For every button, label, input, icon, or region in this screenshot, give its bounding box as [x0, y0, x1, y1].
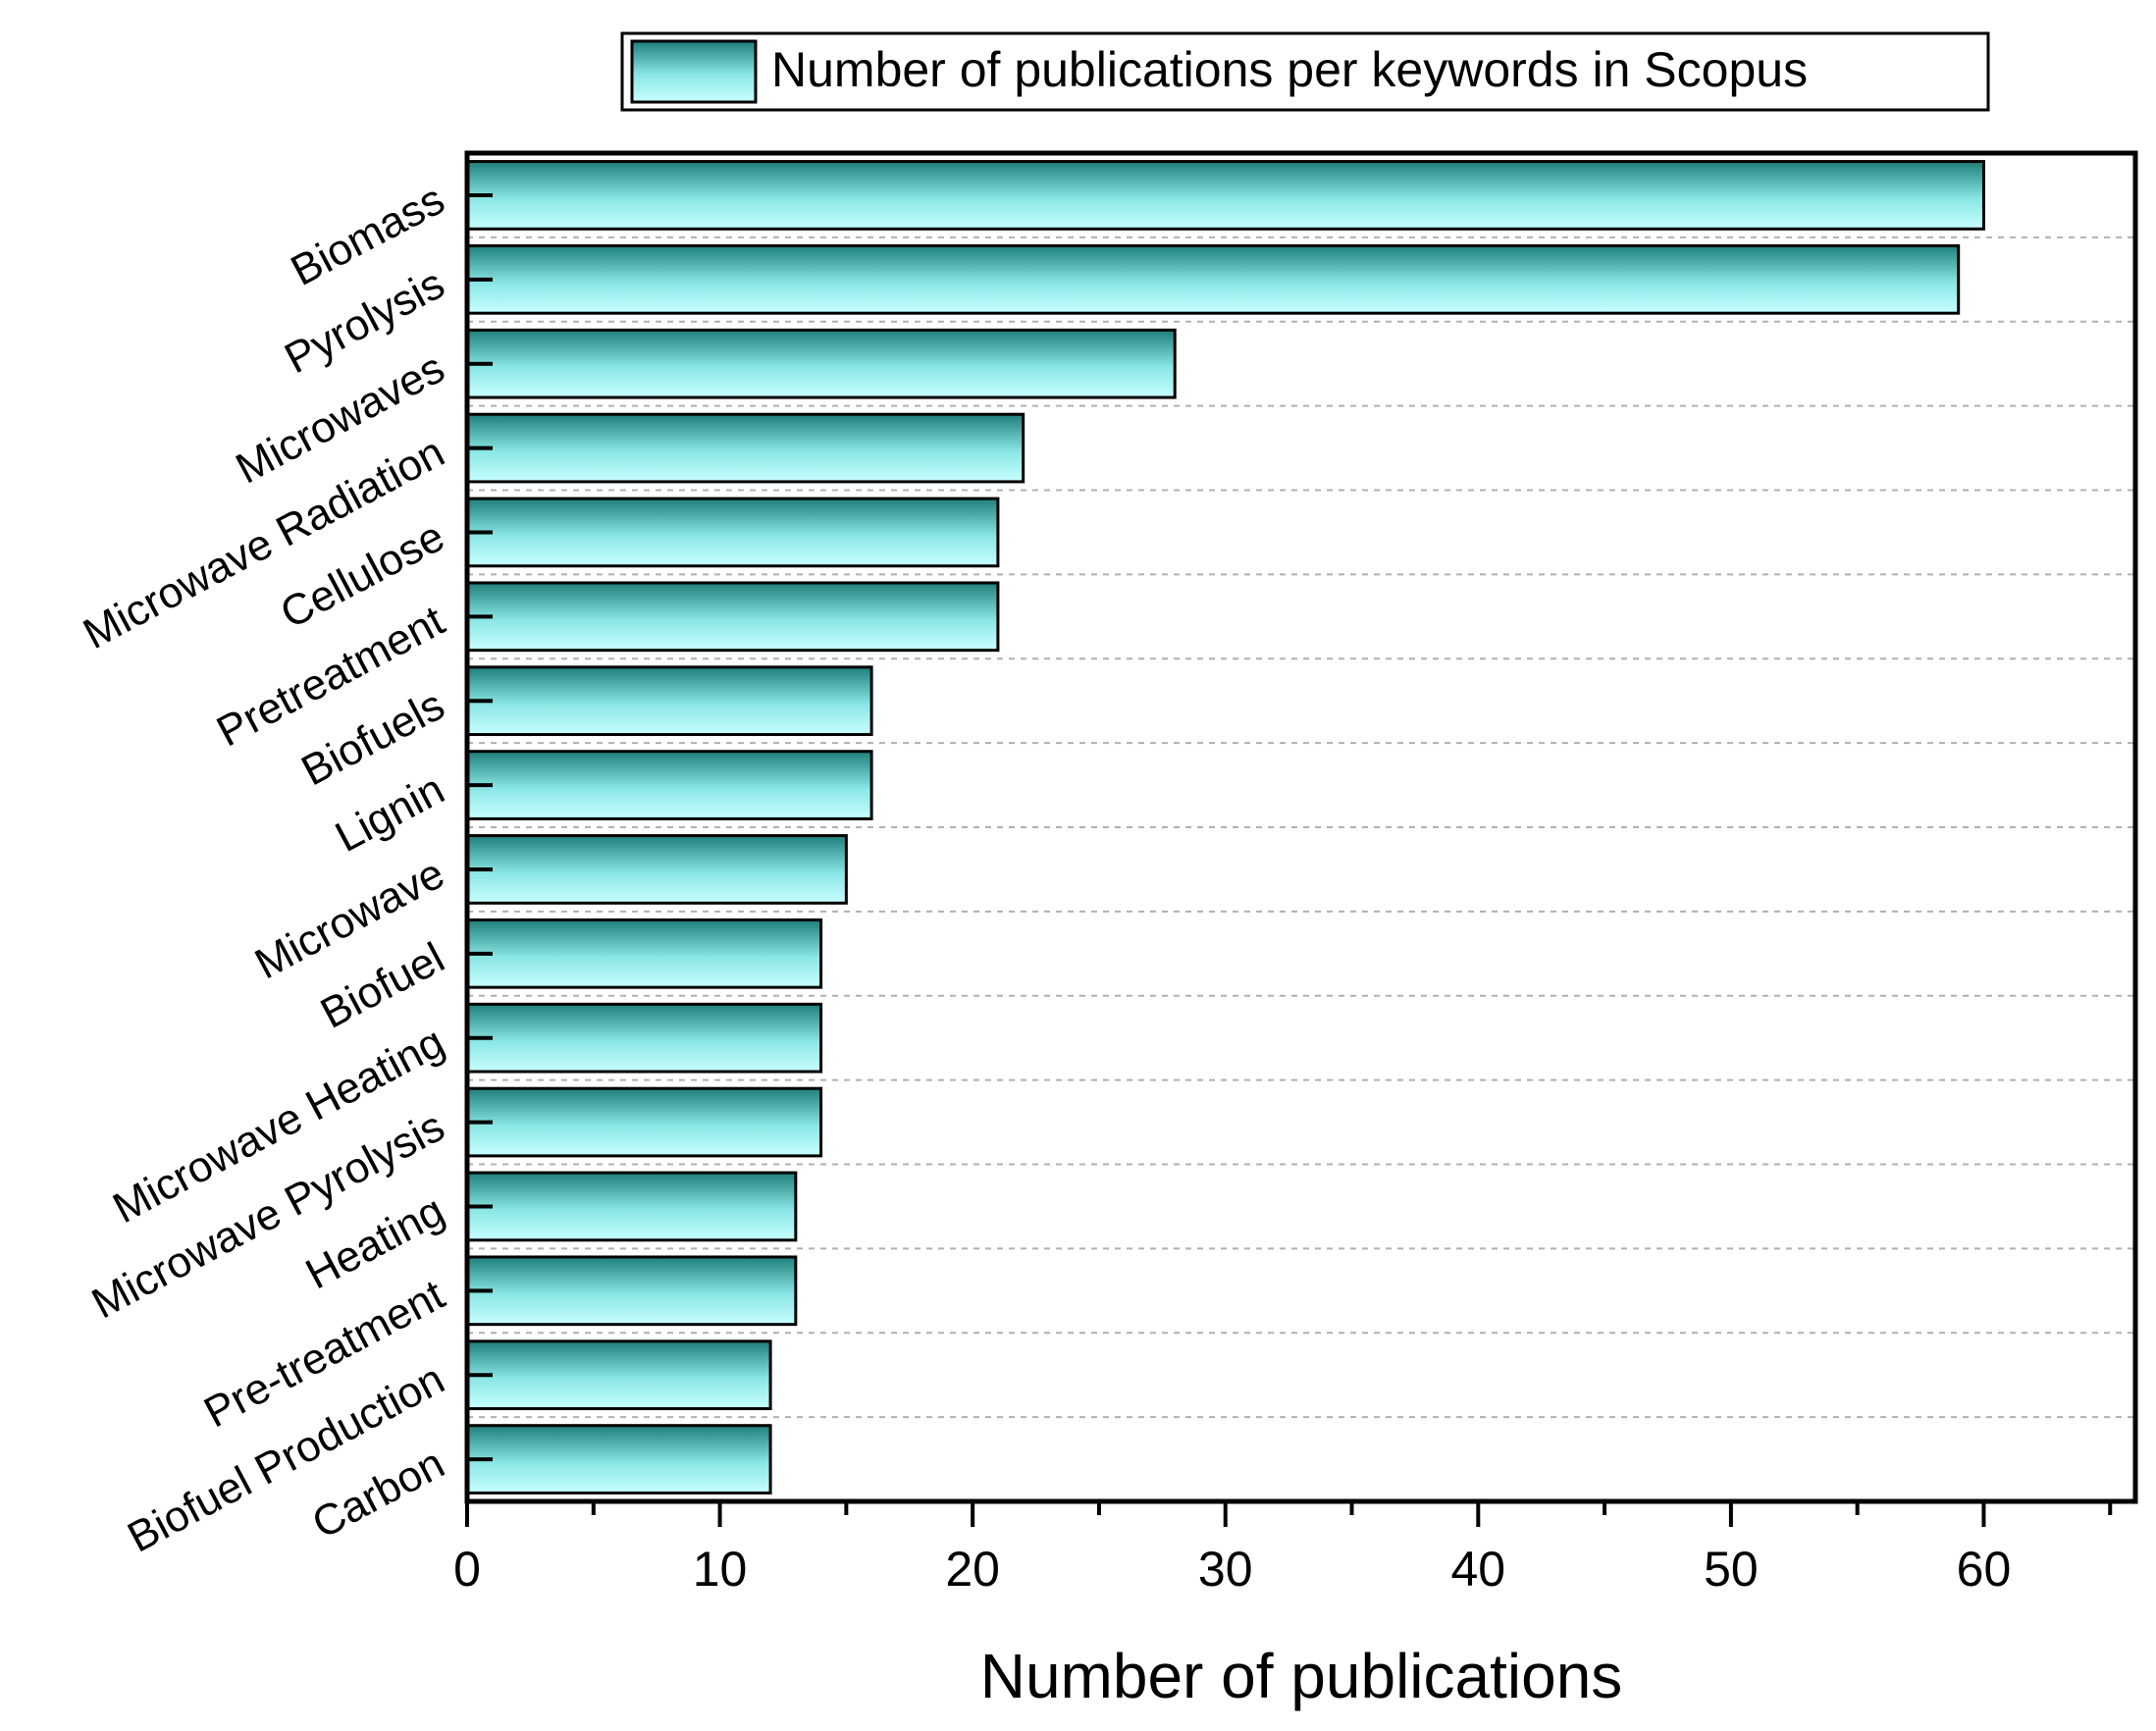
x-tick-label: 30: [1198, 1542, 1253, 1597]
x-tick-label: 50: [1704, 1542, 1759, 1597]
category-label: Lignin: [328, 765, 452, 862]
bar: [465, 750, 873, 820]
bar: [465, 1086, 823, 1158]
x-tick-label: 60: [1957, 1542, 2012, 1597]
bar: [465, 412, 1025, 484]
legend: Number of publications per keywords in S…: [620, 31, 1990, 112]
bar: [465, 1255, 798, 1327]
plot-frame: [464, 150, 2138, 1504]
bar: [465, 328, 1177, 399]
bar: [465, 1002, 823, 1074]
x-tick-label: 0: [453, 1542, 481, 1597]
bar: [465, 1171, 798, 1242]
bar: [465, 918, 823, 989]
x-tick-label: 40: [1450, 1542, 1505, 1597]
y-tick-marks: [467, 192, 493, 1462]
bar: [465, 160, 1985, 231]
bar: [465, 834, 848, 905]
legend-label: Number of publications per keywords in S…: [771, 42, 1808, 97]
x-tick-label: 10: [693, 1542, 748, 1597]
x-axis-title: Number of publications: [980, 1641, 1623, 1711]
gridlines: [467, 236, 2135, 1419]
bar: [465, 1339, 772, 1411]
x-axis: 0 10 20 30 40 50 60: [453, 1501, 2113, 1597]
bar: [465, 581, 1000, 653]
bar: [465, 497, 1000, 568]
legend-box: [620, 31, 1990, 112]
bar: [465, 1424, 772, 1495]
bar: [465, 243, 1961, 315]
x-tick-label: 20: [945, 1542, 1000, 1597]
bar: [465, 665, 873, 737]
legend-swatch: [630, 39, 758, 104]
